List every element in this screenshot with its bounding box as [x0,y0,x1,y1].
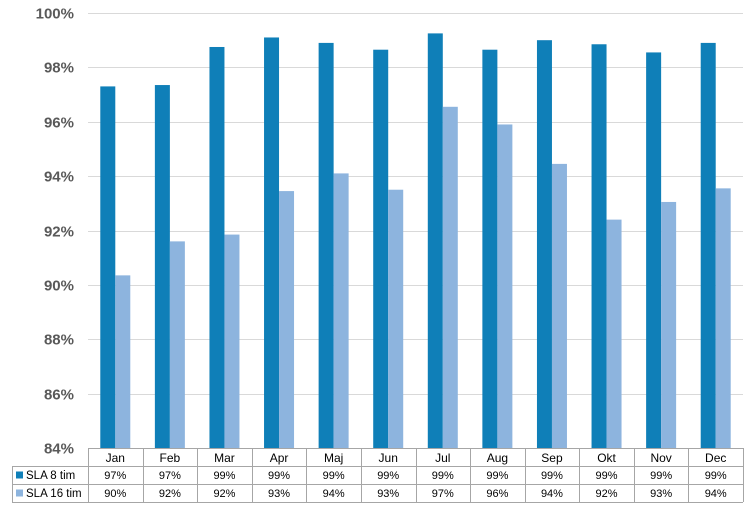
table-cell: 94% [323,488,345,500]
category-label: Sep [541,451,563,465]
y-axis-tick-labels: 84% 86% 88% 90% 92% 94% 96% 98% 100% [36,6,74,458]
table-cell: 92% [596,488,618,500]
bar-sla-16-tim-maj [333,173,349,448]
table-cell: 92% [213,488,235,500]
table-cell: 93% [377,488,399,500]
legend-key-sla-8-tim [16,471,23,479]
table-cell: 97% [159,470,181,482]
bar-sla-16-tim-mar [224,234,240,448]
gridlines [88,13,743,449]
y-tick-label: 96% [44,115,74,132]
y-tick-label: 100% [36,6,74,23]
bar-sla-8-tim-feb [154,85,170,448]
y-tick-label: 90% [44,278,74,295]
table-cell: 99% [323,470,345,482]
bar-sla-8-tim-jul [427,33,443,448]
table-cell: 94% [541,488,563,500]
table-cell: 97% [432,488,454,500]
table-cell: 99% [596,470,618,482]
bar-sla-8-tim-jun [373,49,389,448]
legend-label-sla-8-tim: SLA 8 tim [26,470,75,482]
legend-label-sla-16-tim: SLA 16 tim [26,488,82,500]
bar-sla-16-tim-feb [169,241,185,448]
bar-sla-16-tim-sep [551,163,567,448]
category-label: Okt [597,451,616,465]
table-cell: 99% [650,470,672,482]
bar-sla-8-tim-aug [482,49,498,448]
category-label: Maj [324,451,343,465]
bar-sla-8-tim-apr [264,37,280,448]
category-label: Jan [106,451,125,465]
table-cell: 94% [705,488,727,500]
category-label: Apr [270,451,289,465]
y-tick-label: 94% [44,169,74,186]
bar-sla-8-tim-okt [591,44,607,448]
table-cell: 96% [486,488,508,500]
y-tick-label: 86% [44,387,74,404]
bar-sla-16-tim-aug [497,124,513,448]
table-cell: 99% [268,470,290,482]
bar-sla-8-tim-jan [100,86,116,448]
bar-sla-8-tim-nov [646,52,662,448]
category-label: Feb [160,451,181,465]
bar-sla-16-tim-apr [279,191,295,448]
category-label: Aug [487,451,508,465]
category-label: Dec [705,451,726,465]
y-tick-label: 84% [44,441,74,458]
category-label: Jul [435,451,450,465]
bar-sla-8-tim-dec [700,42,716,448]
bar-sla-16-tim-nov [661,201,677,448]
table-cell: 97% [104,470,126,482]
legend-key-sla-16-tim [16,489,23,497]
y-tick-label: 98% [44,60,74,77]
data-table: Jan Feb Mar Apr Maj Jun Jul Aug Sep Okt Nov Dec SLA … [12,448,744,503]
bar-sla-16-tim-jun [388,189,404,448]
table-cell: 99% [432,470,454,482]
bar-sla-8-tim-sep [536,40,552,448]
bar-sla-16-tim-okt [606,219,622,448]
table-cell: 99% [705,470,727,482]
bar-sla-16-tim-dec [715,188,731,448]
category-label: Jun [379,451,398,465]
table-cell: 99% [541,470,563,482]
y-tick-label: 88% [44,332,74,349]
category-label: Nov [650,451,671,465]
table-cell: 93% [268,488,290,500]
bar-sla-16-tim-jul [442,106,458,448]
bar-sla-16-tim-jan [115,275,131,448]
y-tick-label: 92% [44,224,74,241]
table-cell: 92% [159,488,181,500]
table-cell: 90% [104,488,126,500]
category-label: Mar [214,451,235,465]
bar-sla-8-tim-maj [318,42,334,448]
bars [100,33,731,448]
table-cell: 93% [650,488,672,500]
table-cell: 99% [213,470,235,482]
table-cell: 99% [377,470,399,482]
table-cell: 99% [486,470,508,482]
bar-sla-8-tim-mar [209,46,225,448]
